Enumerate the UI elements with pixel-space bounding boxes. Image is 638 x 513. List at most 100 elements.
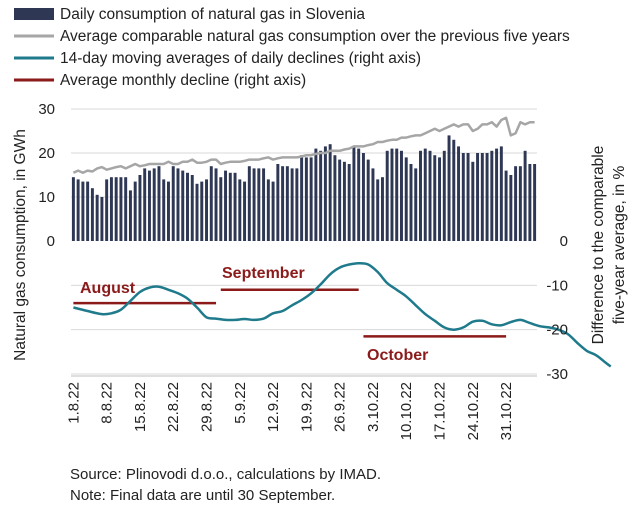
consumption-bar: [181, 170, 185, 241]
left-tick-label: 10: [38, 189, 55, 206]
right-tick-label: -20: [546, 322, 568, 339]
consumption-bars: [71, 135, 537, 241]
x-tick-label: 19.9.22: [298, 382, 315, 432]
consumption-bar: [390, 148, 394, 241]
left-tick-label: 20: [38, 145, 55, 162]
legend-label: Average comparable natural gas consumpti…: [60, 28, 570, 45]
consumption-bar: [480, 153, 484, 241]
consumption-bar: [152, 168, 156, 241]
x-tick-label: 1.8.22: [65, 382, 82, 424]
x-tick-label: 5.9.22: [232, 382, 249, 424]
month-label: September: [222, 265, 305, 282]
consumption-bar: [466, 153, 470, 241]
consumption-bar: [285, 166, 289, 241]
consumption-bar: [518, 166, 522, 241]
consumption-bar: [452, 139, 456, 241]
consumption-bar: [528, 164, 532, 241]
consumption-bar: [309, 157, 313, 241]
consumption-bar: [433, 155, 437, 241]
consumption-bar: [100, 197, 104, 241]
consumption-bar: [76, 179, 80, 241]
consumption-bar: [499, 146, 503, 241]
x-tick-label: 31.10.22: [498, 382, 515, 440]
consumption-bar: [409, 164, 413, 241]
consumption-bar: [314, 148, 318, 241]
consumption-bar: [352, 146, 356, 241]
consumption-bar: [471, 161, 475, 241]
legend-label: Average monthly decline (right axis): [60, 72, 306, 89]
consumption-bar: [414, 168, 418, 241]
legend-swatch: [14, 8, 54, 20]
consumption-bar: [438, 157, 441, 241]
consumption-bar: [442, 150, 446, 241]
consumption-bar: [195, 183, 199, 241]
consumption-bar: [371, 168, 375, 241]
consumption-bar: [276, 164, 280, 241]
consumption-bar: [457, 146, 461, 241]
consumption-bar: [404, 157, 408, 241]
consumption-bar: [328, 144, 332, 241]
consumption-bar: [81, 181, 85, 241]
consumption-bar: [504, 170, 508, 241]
grid: [71, 108, 537, 375]
consumption-bar: [238, 179, 242, 241]
consumption-bar: [200, 181, 204, 241]
consumption-bar: [395, 148, 399, 241]
month-label: August: [80, 280, 136, 297]
x-tick-label: 22.8.22: [165, 382, 182, 432]
consumption-bar: [366, 159, 370, 241]
consumption-bar: [485, 153, 489, 241]
x-tick-label: 24.10.22: [465, 382, 482, 440]
consumption-bar: [167, 181, 170, 241]
consumption-bar: [447, 135, 451, 241]
consumption-bar: [138, 175, 142, 241]
x-tick-label: 12.9.22: [265, 382, 282, 432]
consumption-bar: [357, 148, 361, 241]
source-note: Source: Plinovodi d.o.o., calculations b…: [70, 466, 381, 483]
consumption-bar: [219, 177, 223, 241]
consumption-bar: [338, 159, 342, 241]
consumption-bar: [533, 164, 537, 241]
consumption-bar: [423, 148, 427, 241]
consumption-bar: [162, 179, 166, 241]
consumption-bar: [124, 177, 128, 241]
consumption-bar: [147, 170, 151, 241]
month-label: October: [367, 347, 428, 364]
consumption-bar: [86, 181, 90, 241]
consumption-bar: [228, 172, 232, 241]
consumption-bar: [304, 157, 308, 241]
consumption-bar: [128, 190, 132, 241]
consumption-bar: [247, 166, 251, 241]
legend-label: 14-day moving averages of daily declines…: [60, 50, 421, 67]
consumption-bar: [271, 181, 275, 241]
five-year-average-line: [72, 116, 535, 175]
x-tick-label: 17.10.22: [432, 382, 449, 440]
x-tick-label: 10.10.22: [398, 382, 415, 440]
consumption-bar: [114, 177, 118, 241]
consumption-bar: [523, 150, 527, 241]
x-tick-label: 29.8.22: [199, 382, 216, 432]
consumption-bar: [266, 179, 270, 241]
consumption-bar: [476, 153, 480, 241]
final-data-note: Note: Final data are until 30 September.: [70, 487, 336, 504]
right-axis-title-line1: Difference to the comparable: [590, 146, 607, 345]
consumption-bar: [257, 168, 261, 241]
right-tick-label: 0: [560, 233, 568, 250]
consumption-bar: [490, 150, 494, 241]
consumption-bar: [119, 177, 123, 241]
consumption-bar: [385, 150, 389, 241]
x-tick-label: 8.8.22: [99, 382, 116, 424]
consumption-bar: [95, 194, 99, 241]
consumption-bar: [342, 161, 346, 241]
consumption-bar: [171, 166, 175, 241]
consumption-bar: [347, 164, 351, 241]
left-tick-label: 30: [38, 101, 55, 118]
consumption-bar: [333, 155, 337, 241]
consumption-bar: [133, 181, 137, 241]
consumption-bar: [300, 155, 304, 241]
consumption-bar: [262, 168, 266, 241]
consumption-bar: [233, 172, 237, 241]
legend: Daily consumption of natural gas in Slov…: [14, 6, 570, 89]
